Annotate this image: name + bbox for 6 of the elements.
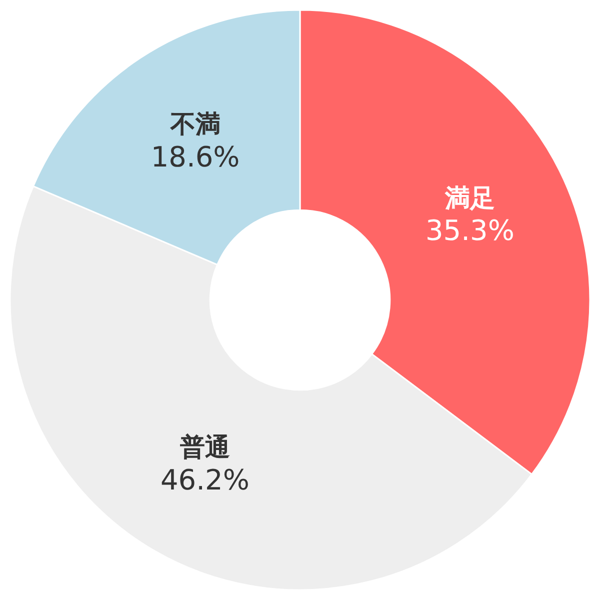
data-label: 35.3%: [425, 214, 514, 248]
slice-label: 満足: [444, 183, 495, 212]
data-label: 46.2%: [160, 463, 250, 496]
data-label: 18.6%: [150, 140, 240, 174]
slice-label: 不満: [169, 110, 220, 139]
slice-label: 普通: [178, 432, 230, 462]
